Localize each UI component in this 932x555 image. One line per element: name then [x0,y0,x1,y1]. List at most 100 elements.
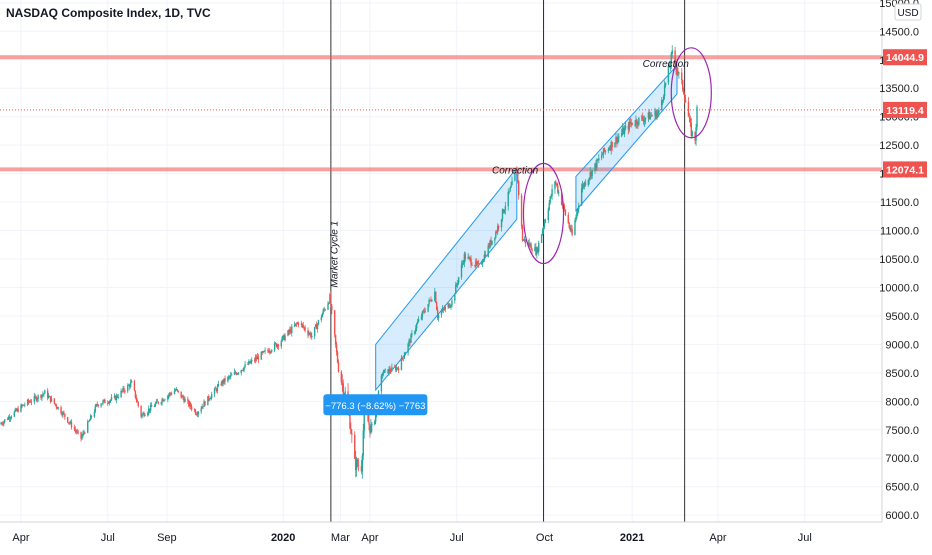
candle-body [36,398,38,401]
candle-body [40,395,42,398]
x-tick-label: 2021 [620,532,644,544]
candle-body [233,371,236,375]
candle-body [154,403,157,407]
candle-body [529,244,531,247]
candle-body [428,299,430,305]
candle-body [262,351,264,353]
candle-body [274,343,277,345]
candle-body [284,335,286,341]
candle-body [627,125,630,130]
candle-body [76,431,78,433]
candle-body [454,293,456,301]
candle-body [474,265,476,267]
candle-body [354,458,357,471]
x-tick-label: Apr [12,532,29,544]
candle-body [581,184,584,189]
candle-body [168,394,170,396]
candle-body [290,329,292,333]
candle-body [157,401,159,404]
candle-body [250,361,252,364]
candle-body [677,71,679,74]
candle-body [315,324,318,330]
candle-body [567,214,569,224]
candle-body [538,242,540,252]
candle-body [434,291,436,301]
candle-body [682,89,685,94]
candle-body [614,142,616,148]
y-tick-label: 11500.0 [880,197,919,209]
candle-body [256,356,259,360]
candle-body [87,421,89,433]
y-tick-label: 9000.0 [885,339,919,351]
candle-body [281,336,283,342]
candle-body [436,310,439,319]
candle-body [509,187,511,192]
candle-body [421,311,424,317]
candle-body [504,206,507,211]
annotation-label: Market Cycle 1 [330,221,341,288]
candle-body [251,359,253,362]
candle-body [6,419,9,421]
candle-body [516,170,518,173]
candle-body [336,352,339,363]
candle-body [694,131,696,141]
candle-body [351,433,353,435]
candle-body [53,398,56,404]
candle-body [496,231,498,233]
candle-body [163,400,165,402]
candle-body [287,330,289,336]
x-tick-label: Oct [536,532,553,544]
candle-body [690,122,692,137]
candle-body [282,335,284,337]
candle-body [577,208,579,212]
candle-body [429,299,431,301]
trend-channel [575,64,678,212]
candle-body [557,185,559,193]
candle-body [502,209,505,213]
candle-body [578,205,580,209]
candle-body [173,390,176,395]
resistance-level-line [0,55,882,60]
candle-body [330,294,332,306]
candle-body [73,427,76,430]
candle-body [657,112,659,114]
candle-body [122,388,124,392]
candle-body [208,396,210,400]
candle-body [342,383,344,395]
candle-body [314,324,317,327]
candle-body [450,305,452,307]
candle-body [676,69,678,72]
candle-body [664,82,667,86]
candle-body [630,122,632,124]
candle-body [237,373,240,374]
candle-body [457,277,460,283]
candle-body [109,399,112,401]
candle-body [575,217,577,221]
candle-body [50,398,53,402]
candle-body [207,396,209,406]
candle-body [483,254,486,261]
candle-body [176,389,179,391]
candle-body [431,300,433,302]
candle-body [64,413,66,418]
candle-body [49,396,52,402]
candle-body [54,403,57,405]
candle-body [495,231,497,238]
level-price-tag-text: 12074.1 [886,164,924,176]
candle-body [410,334,412,343]
candle-body [563,205,566,210]
candle-body [47,396,50,398]
candle-body [121,390,123,392]
candle-body [470,258,472,265]
candle-body [210,397,212,399]
candle-body [603,148,606,152]
candle-body [70,421,73,428]
candle-body [611,141,613,148]
candle-body [390,371,392,372]
candle-body [661,99,664,101]
candle-body [180,391,182,398]
candle-body [303,327,305,328]
candle-body [56,407,58,409]
candle-body [114,395,117,401]
